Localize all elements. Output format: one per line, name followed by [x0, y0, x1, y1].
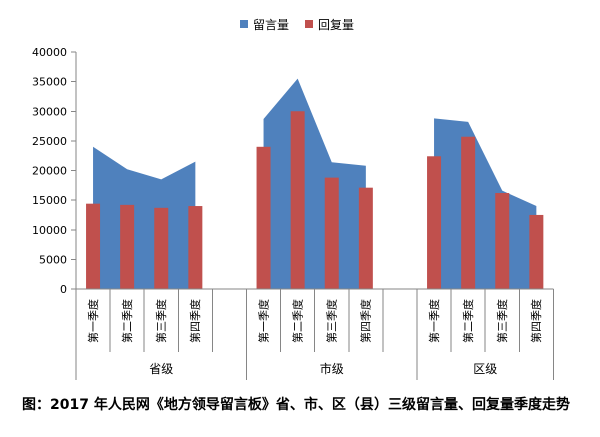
legend-swatch-reply-volume: [305, 20, 313, 28]
reply-volume-bar-4: [256, 146, 271, 289]
x-axis-category-label: 第一季度: [86, 299, 100, 343]
x-axis-group-labels: 省级 市级 区级: [149, 361, 497, 376]
y-axis-tick-label: 15000: [32, 194, 67, 207]
x-axis-category-label: 第四季度: [529, 299, 543, 343]
x-axis-category-label: 第一季度: [256, 299, 270, 343]
axes: [71, 51, 554, 380]
message-volume-area-2: [434, 118, 537, 289]
message-volume-area-0: [93, 146, 196, 289]
reply-volume-bar-11: [529, 214, 544, 289]
y-axis-tick-label: 5000: [39, 253, 67, 266]
legend: 留言量 回复量: [240, 18, 354, 32]
reply-volume-bar-2: [154, 207, 169, 289]
legend-item-message-volume: 留言量: [240, 18, 289, 32]
y-axis-tick-label: 35000: [32, 76, 67, 89]
legend-label-reply-volume: 回复量: [318, 18, 354, 32]
reply-volume-bar-10: [495, 193, 510, 289]
x-axis-category-label: 第四季度: [188, 299, 202, 343]
y-axis-tick-label: 25000: [32, 135, 67, 148]
x-axis-category-label: 第三季度: [325, 299, 339, 343]
message-volume-area-layer: [93, 78, 537, 289]
legend-swatch-message-volume: [240, 20, 248, 28]
legend-item-reply-volume: 回复量: [305, 18, 354, 32]
x-axis-category-label: 第四季度: [359, 299, 373, 343]
x-axis-group-label: 区级: [473, 362, 497, 376]
reply-volume-bar-7: [358, 187, 373, 289]
reply-volume-bar-9: [461, 136, 476, 289]
x-axis-category-labels: 第一季度 第二季度 第三季度 第四季度 第一季度 第二季度 第三季度 第四季度 第一季度 第二季度…: [86, 299, 543, 343]
x-axis-category-label: 第一季度: [427, 299, 441, 343]
y-axis-tick-label: 0: [60, 283, 67, 296]
reply-volume-bar-8: [427, 156, 442, 289]
reply-volume-bar-1: [120, 204, 135, 289]
x-axis-category-label: 第二季度: [461, 299, 475, 343]
x-axis-group-label: 省级: [149, 362, 173, 376]
message-volume-area-1: [263, 78, 366, 289]
y-axis-tick-label: 30000: [32, 105, 67, 118]
x-axis-category-label: 第三季度: [495, 299, 509, 343]
reply-volume-bar-6: [324, 177, 339, 289]
y-axis-tick-label: 20000: [32, 165, 67, 178]
figure-caption: 图：2017 年人民网《地方领导留言板》省、市、区（县）三级留言量、回复量季度走…: [22, 396, 570, 413]
x-axis-category-label: 第二季度: [120, 299, 134, 343]
legend-label-message-volume: 留言量: [253, 18, 289, 32]
y-axis-tick-label: 40000: [32, 46, 67, 59]
x-axis-category-label: 第二季度: [291, 299, 305, 343]
x-axis-group-label: 市级: [320, 361, 344, 376]
y-axis-tick-label: 10000: [32, 224, 67, 237]
reply-volume-bar-3: [188, 206, 203, 289]
reply-volume-bar-layer: [86, 111, 544, 289]
reply-volume-bar-5: [290, 111, 305, 289]
y-axis-tick-labels: 0 5000 10000 15000 20000 25000 30000 35000 40000: [32, 46, 67, 296]
reply-volume-bar-0: [86, 203, 101, 289]
x-axis-category-label: 第三季度: [154, 299, 168, 343]
